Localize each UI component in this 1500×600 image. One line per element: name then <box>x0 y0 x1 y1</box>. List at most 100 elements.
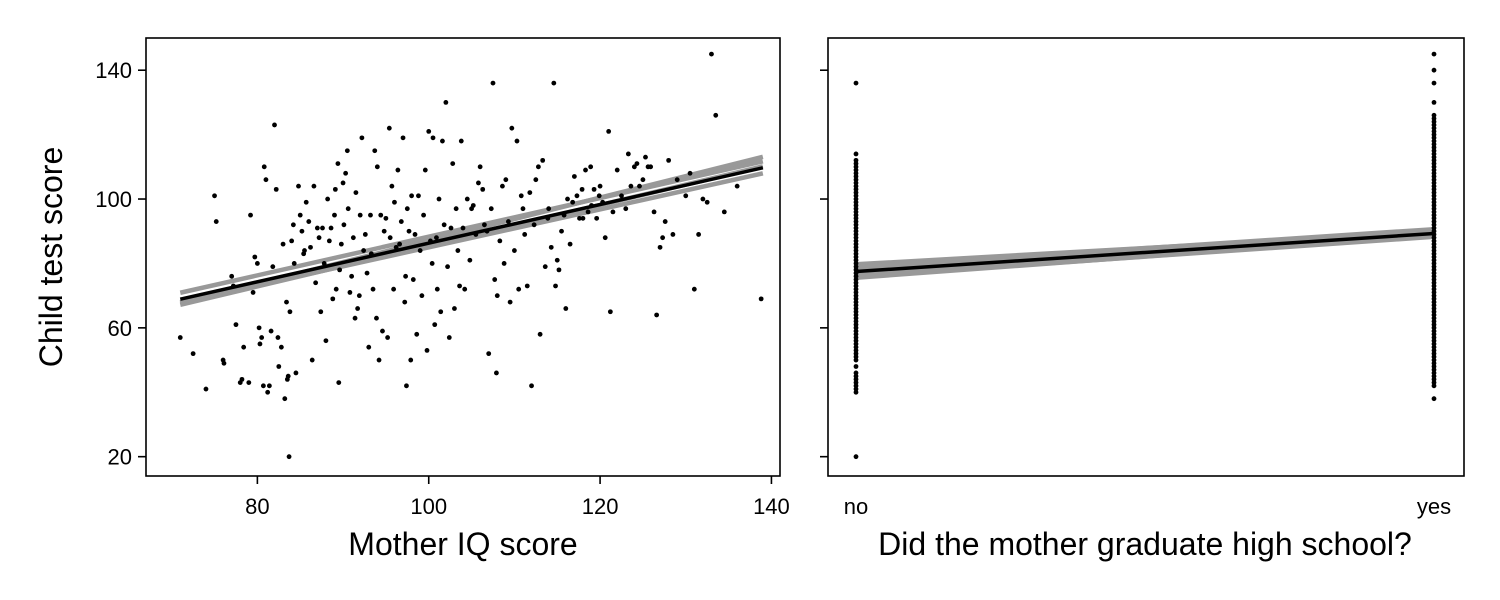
data-point <box>221 360 227 366</box>
data-point <box>330 296 336 302</box>
data-point <box>614 167 620 173</box>
data-point <box>501 261 507 266</box>
data-point <box>734 183 740 189</box>
data-point <box>252 254 258 260</box>
data-point <box>662 219 668 224</box>
data-point <box>289 238 295 244</box>
data-point <box>359 135 365 141</box>
data-point <box>378 212 384 218</box>
data-point <box>522 232 528 237</box>
x-axis-label-left: Mother IQ score <box>348 526 577 562</box>
data-point <box>494 293 500 299</box>
data-point <box>293 370 299 376</box>
data-point <box>440 138 445 144</box>
data-point <box>574 193 580 199</box>
data-point <box>492 277 498 282</box>
data-point <box>356 293 362 299</box>
data-point <box>567 241 573 247</box>
data-point <box>350 235 356 241</box>
data-point <box>503 177 509 183</box>
data-point <box>571 174 577 179</box>
data-point <box>291 261 297 266</box>
data-point <box>657 244 663 250</box>
data-point <box>336 380 342 386</box>
panel-mother-iq: 80 100 120 140 20 60 100 140 Mother IQ score C… <box>33 37 790 562</box>
x-tick-label: 120 <box>582 494 619 519</box>
data-point <box>316 235 322 241</box>
data-point <box>542 264 548 270</box>
data-point <box>651 209 657 215</box>
data-point-yes <box>1431 100 1437 105</box>
data-point <box>556 267 562 273</box>
data-point <box>297 212 303 218</box>
data-point <box>537 331 543 337</box>
data-point <box>286 454 292 460</box>
x-axis-ticks-left: 80 100 120 140 <box>245 476 790 519</box>
data-point <box>527 190 533 195</box>
data-point <box>395 167 401 173</box>
data-point <box>758 296 764 302</box>
data-point <box>490 80 496 86</box>
data-point <box>340 180 346 186</box>
data-point <box>602 235 608 241</box>
data-point <box>213 219 219 224</box>
data-point <box>512 248 517 253</box>
data-point <box>229 273 235 279</box>
data-point <box>314 225 320 231</box>
data-point <box>302 248 307 253</box>
data-point <box>637 183 642 189</box>
data-point <box>389 183 395 189</box>
data-point <box>398 219 404 224</box>
data-point <box>376 357 382 363</box>
data-point <box>392 199 397 205</box>
x-axis-ticks-right: no yes <box>844 494 1451 519</box>
data-point-yes <box>1431 396 1437 402</box>
data-point <box>467 257 473 263</box>
data-point <box>631 164 637 170</box>
data-point <box>559 228 564 234</box>
data-point <box>457 283 462 289</box>
data-point <box>233 322 239 328</box>
data-point <box>628 183 634 189</box>
data-point <box>177 335 183 340</box>
data-point <box>660 235 666 241</box>
data-points-left <box>177 51 764 460</box>
data-point <box>634 161 640 167</box>
data-point <box>438 309 444 315</box>
data-point <box>421 212 426 218</box>
posterior-draw-line <box>179 171 764 305</box>
data-point <box>323 338 329 344</box>
data-point <box>414 331 420 337</box>
data-point <box>406 228 412 234</box>
data-point <box>553 283 558 289</box>
data-point <box>326 238 332 244</box>
y-axis-ticks-right <box>820 69 828 458</box>
data-point <box>429 261 435 266</box>
data-point <box>404 206 410 212</box>
data-point <box>500 183 505 189</box>
data-point <box>412 232 418 237</box>
data-point <box>386 125 392 131</box>
data-point <box>640 177 646 183</box>
data-point <box>551 80 557 86</box>
data-point <box>462 286 468 292</box>
data-point <box>344 148 350 154</box>
data-point <box>625 151 631 157</box>
data-point <box>374 164 380 170</box>
y-tick-label: 100 <box>95 187 132 212</box>
data-point <box>432 322 438 328</box>
data-point <box>250 290 256 295</box>
data-point-yes <box>1431 112 1437 118</box>
data-point <box>497 238 503 244</box>
data-point-no <box>853 80 859 86</box>
data-point <box>424 347 430 353</box>
data-points-right <box>853 51 1437 460</box>
data-point <box>443 100 449 105</box>
data-point-yes <box>1431 80 1437 86</box>
data-point <box>308 244 313 250</box>
data-point <box>450 161 456 167</box>
data-point-no <box>853 454 859 460</box>
data-point <box>445 264 450 270</box>
data-point <box>610 209 616 215</box>
